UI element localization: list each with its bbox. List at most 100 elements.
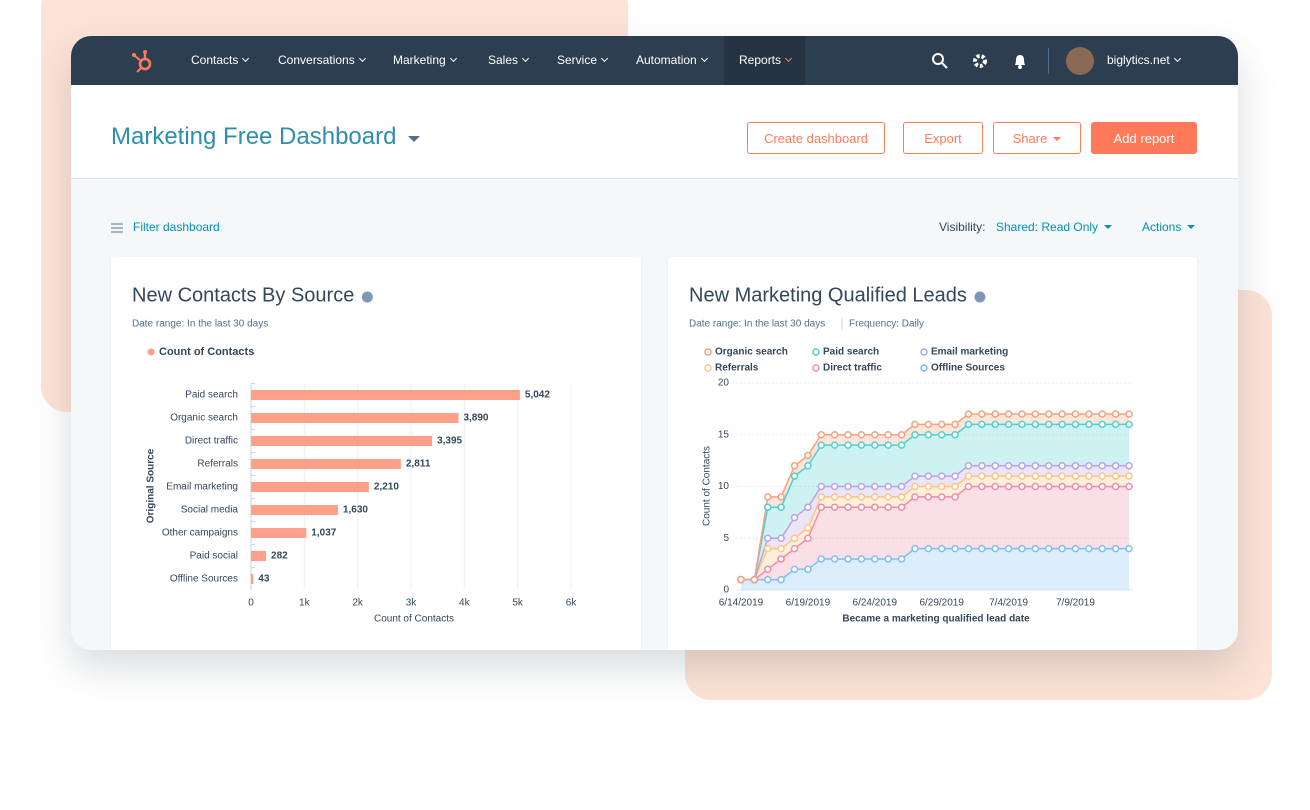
x-tick-label: 7/9/2019 [1056, 598, 1095, 609]
data-point [1031, 482, 1040, 491]
value-label: 5,042 [525, 390, 550, 401]
data-point [804, 565, 812, 574]
value-label: 1,630 [343, 505, 368, 516]
data-point [911, 431, 919, 439]
y-tick-label: Referrals [197, 459, 238, 470]
legend-marker [704, 348, 712, 356]
data-point [857, 555, 866, 563]
data-point [937, 482, 946, 491]
data-point [884, 493, 892, 501]
nav-item[interactable]: Reports [739, 36, 793, 85]
data-point [964, 472, 973, 480]
data-point [1111, 482, 1120, 491]
data-point [991, 482, 999, 491]
data-point [991, 410, 999, 418]
nav-item[interactable]: Marketing [393, 36, 457, 85]
y-tick-label: Email marketing [166, 482, 238, 493]
nav-label: Conversations [278, 53, 355, 67]
visibility-menu[interactable]: Shared: Read Only [996, 220, 1113, 234]
settings-icon[interactable] [971, 52, 989, 70]
logo[interactable] [131, 49, 155, 73]
data-point [844, 441, 852, 449]
data-point [790, 534, 799, 542]
data-point [1071, 410, 1080, 418]
bar [251, 551, 267, 561]
visibility-label: Visibility: [939, 220, 986, 234]
data-point [777, 503, 785, 511]
info-icon [974, 291, 986, 303]
nav-label: Sales [488, 53, 519, 67]
filter-icon [111, 223, 123, 233]
data-point [1085, 420, 1093, 429]
data-point [817, 503, 826, 511]
data-point [844, 503, 852, 511]
data-point [951, 493, 959, 501]
frequency: Frequency: Daily [849, 319, 924, 330]
nav-item[interactable]: Service [557, 36, 609, 85]
data-point [1058, 420, 1066, 429]
nav-label: Automation [636, 53, 697, 67]
x-tick-label: 6/19/2019 [786, 598, 831, 609]
data-point [1058, 472, 1066, 480]
button-label: Share [1012, 131, 1048, 146]
data-point [964, 482, 973, 491]
account-name: biglytics.net [1107, 53, 1170, 67]
x-tick-label: 6/29/2019 [919, 598, 964, 609]
data-point [964, 544, 973, 553]
nav-item[interactable]: Contacts [191, 36, 250, 85]
button[interactable]: Share [993, 122, 1081, 154]
data-point [1044, 462, 1053, 470]
value-label: 1,037 [311, 528, 336, 539]
data-point [1004, 544, 1013, 553]
area-band [741, 486, 1129, 580]
report-card [111, 257, 641, 650]
data-point [978, 462, 986, 470]
data-point [884, 503, 892, 511]
data-point [924, 420, 933, 429]
data-point [897, 493, 906, 501]
nav-item[interactable]: Automation [636, 36, 708, 85]
data-point [911, 493, 919, 501]
area-band [741, 424, 1129, 580]
y-tick-label: Offline Sources [170, 574, 238, 585]
avatar[interactable] [1066, 47, 1094, 75]
data-point [1044, 544, 1053, 553]
search-icon[interactable] [931, 52, 949, 70]
data-point [951, 482, 959, 491]
data-point [804, 503, 812, 511]
data-point [790, 462, 799, 470]
actions-menu[interactable]: Actions [1142, 220, 1196, 234]
y-tick-label: Paid search [185, 390, 238, 401]
y-tick-label: 15 [718, 429, 730, 440]
area-band [741, 465, 1129, 580]
dashboard-selector[interactable]: Marketing Free Dashboard [111, 123, 421, 151]
data-point [1031, 410, 1040, 418]
data-point [764, 503, 772, 511]
data-point [764, 544, 772, 553]
nav-item[interactable]: Sales [488, 36, 530, 85]
button[interactable]: Create dashboard [747, 122, 885, 154]
y-tick-label: 10 [718, 481, 730, 492]
data-point [1071, 544, 1080, 553]
data-point [991, 420, 999, 429]
data-point [1031, 472, 1040, 480]
data-point [978, 482, 986, 491]
x-tick-label: 7/4/2019 [989, 598, 1028, 609]
nav-item[interactable]: Conversations [278, 36, 366, 85]
button[interactable]: Add report [1091, 122, 1197, 154]
filter-link[interactable]: Filter dashboard [133, 220, 220, 234]
x-tick-label: 0 [248, 598, 254, 609]
data-point [1058, 462, 1066, 470]
data-point [897, 503, 906, 511]
y-axis-label: Count of Contacts [702, 446, 713, 526]
account-menu[interactable]: biglytics.net [1107, 36, 1181, 85]
data-point [978, 420, 986, 429]
nav-label: Marketing [393, 53, 446, 67]
date-range: Date range: In the last 30 days [132, 319, 268, 330]
value-label: 3,890 [463, 413, 488, 424]
data-point [897, 555, 906, 563]
bell-icon[interactable] [1011, 52, 1029, 70]
data-point [804, 451, 812, 460]
button[interactable]: Export [903, 122, 983, 154]
data-point [911, 472, 919, 480]
